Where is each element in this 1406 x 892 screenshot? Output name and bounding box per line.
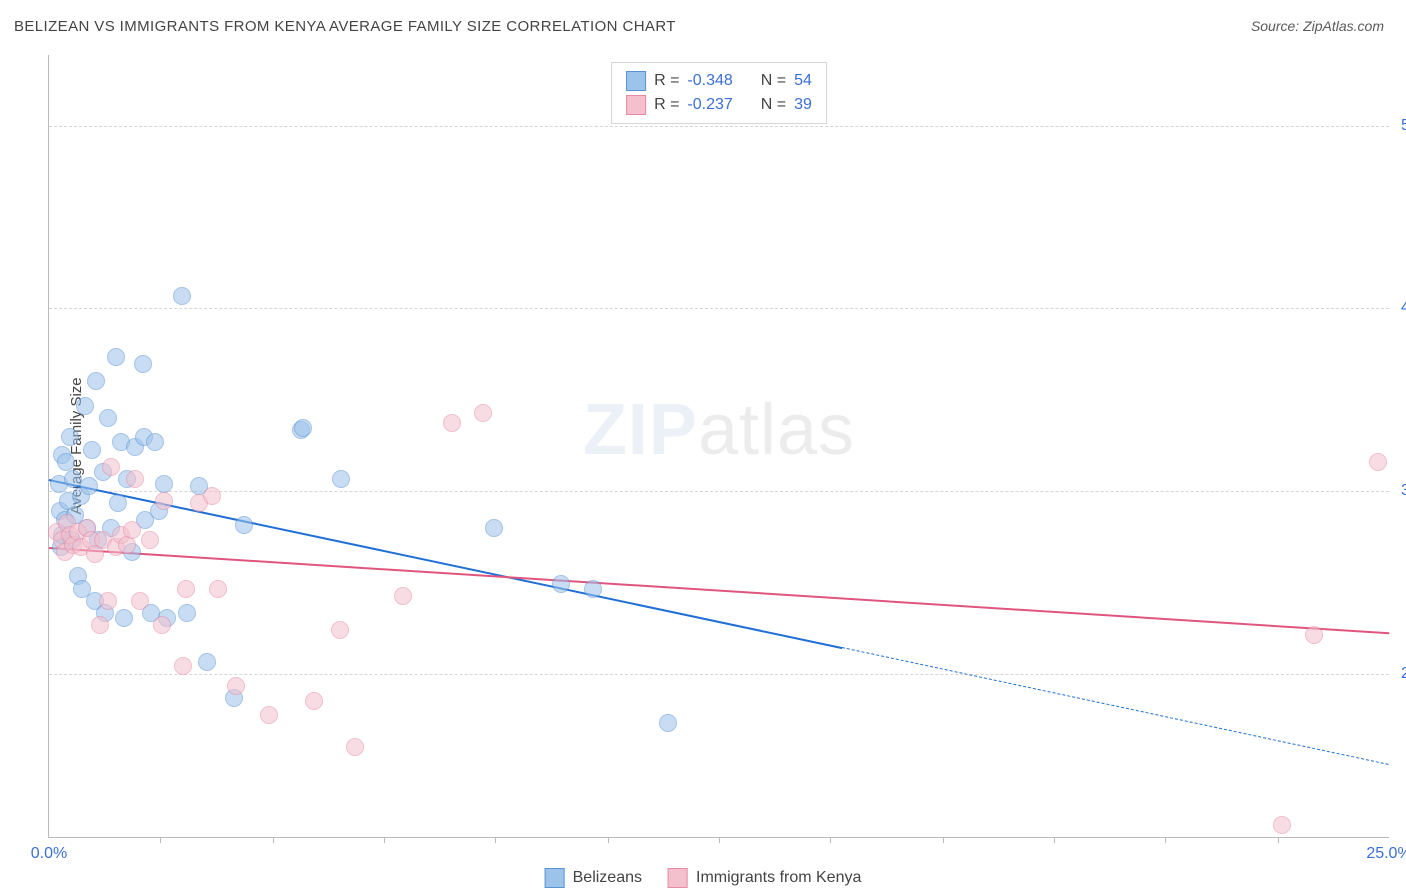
x-tick-mark xyxy=(1054,837,1055,843)
x-tick-mark xyxy=(273,837,274,843)
legend-row: R = -0.237 N = 39 xyxy=(626,93,812,117)
data-point xyxy=(474,404,492,422)
data-point xyxy=(177,580,195,598)
data-point xyxy=(115,609,133,627)
data-point xyxy=(294,419,312,437)
data-point xyxy=(198,653,216,671)
series-legend: Belizeans Immigrants from Kenya xyxy=(545,868,862,888)
y-tick-label: 2.75 xyxy=(1391,665,1406,683)
x-tick-mark xyxy=(384,837,385,843)
data-point xyxy=(80,477,98,495)
data-point xyxy=(61,428,79,446)
data-point xyxy=(443,414,461,432)
data-point xyxy=(91,616,109,634)
legend-item: Belizeans xyxy=(545,868,642,888)
x-tick-mark xyxy=(1278,837,1279,843)
data-point xyxy=(209,580,227,598)
legend-item: Immigrants from Kenya xyxy=(668,868,861,888)
data-point xyxy=(102,458,120,476)
gridline xyxy=(49,308,1389,309)
legend-label: Belizeans xyxy=(573,869,642,887)
data-point xyxy=(83,441,101,459)
legend-row: R = -0.348 N = 54 xyxy=(626,69,812,93)
trend-line xyxy=(842,647,1389,765)
n-value: 54 xyxy=(794,69,812,93)
n-label: N = xyxy=(761,93,786,117)
correlation-legend: R = -0.348 N = 54 R = -0.237 N = 39 xyxy=(611,62,827,124)
r-label: R = xyxy=(654,69,679,93)
legend-swatch xyxy=(626,95,646,115)
r-value: -0.237 xyxy=(687,93,732,117)
x-tick-mark xyxy=(1165,837,1166,843)
watermark-zip: ZIP xyxy=(583,390,698,470)
data-point xyxy=(260,706,278,724)
data-point xyxy=(346,738,364,756)
data-point xyxy=(109,494,127,512)
x-tick-mark xyxy=(719,837,720,843)
data-point xyxy=(155,475,173,493)
legend-swatch xyxy=(545,868,565,888)
data-point xyxy=(1273,816,1291,834)
data-point xyxy=(485,519,503,537)
gridline xyxy=(49,491,1389,492)
chart-title: BELIZEAN VS IMMIGRANTS FROM KENYA AVERAG… xyxy=(14,18,676,35)
watermark: ZIPatlas xyxy=(583,389,855,471)
data-point xyxy=(174,657,192,675)
legend-label: Immigrants from Kenya xyxy=(696,869,861,887)
data-point xyxy=(99,592,117,610)
source-name: ZipAtlas.com xyxy=(1303,18,1384,34)
data-point xyxy=(552,575,570,593)
source-attribution: Source: ZipAtlas.com xyxy=(1251,18,1384,34)
data-point xyxy=(131,592,149,610)
data-point xyxy=(584,580,602,598)
data-point xyxy=(146,433,164,451)
data-point xyxy=(1305,626,1323,644)
data-point xyxy=(203,487,221,505)
data-point xyxy=(141,531,159,549)
data-point xyxy=(235,516,253,534)
y-tick-label: 5.00 xyxy=(1391,117,1406,135)
data-point xyxy=(331,621,349,639)
x-tick-label: 0.0% xyxy=(31,845,67,863)
x-tick-mark xyxy=(160,837,161,843)
data-point xyxy=(659,714,677,732)
data-point xyxy=(126,470,144,488)
n-label: N = xyxy=(761,69,786,93)
r-value: -0.348 xyxy=(687,69,732,93)
n-value: 39 xyxy=(794,93,812,117)
x-tick-mark xyxy=(943,837,944,843)
data-point xyxy=(394,587,412,605)
data-point xyxy=(1369,453,1387,471)
data-point xyxy=(76,397,94,415)
data-point xyxy=(155,492,173,510)
data-point xyxy=(332,470,350,488)
data-point xyxy=(99,409,117,427)
gridline xyxy=(49,674,1389,675)
x-tick-mark xyxy=(830,837,831,843)
r-label: R = xyxy=(654,93,679,117)
x-tick-label: 25.0% xyxy=(1366,845,1406,863)
data-point xyxy=(173,287,191,305)
x-tick-mark xyxy=(495,837,496,843)
data-point xyxy=(107,348,125,366)
legend-swatch xyxy=(668,868,688,888)
legend-swatch xyxy=(626,71,646,91)
data-point xyxy=(87,372,105,390)
data-point xyxy=(305,692,323,710)
data-point xyxy=(123,521,141,539)
scatter-chart: ZIPatlas R = -0.348 N = 54 R = -0.237 N = 3… xyxy=(48,55,1389,838)
source-label: Source: xyxy=(1251,18,1303,34)
data-point xyxy=(227,677,245,695)
data-point xyxy=(134,355,152,373)
data-point xyxy=(178,604,196,622)
gridline xyxy=(49,126,1389,127)
watermark-atlas: atlas xyxy=(698,390,855,470)
data-point xyxy=(57,453,75,471)
data-point xyxy=(153,616,171,634)
y-tick-label: 3.50 xyxy=(1391,482,1406,500)
y-tick-label: 4.25 xyxy=(1391,299,1406,317)
x-tick-mark xyxy=(608,837,609,843)
